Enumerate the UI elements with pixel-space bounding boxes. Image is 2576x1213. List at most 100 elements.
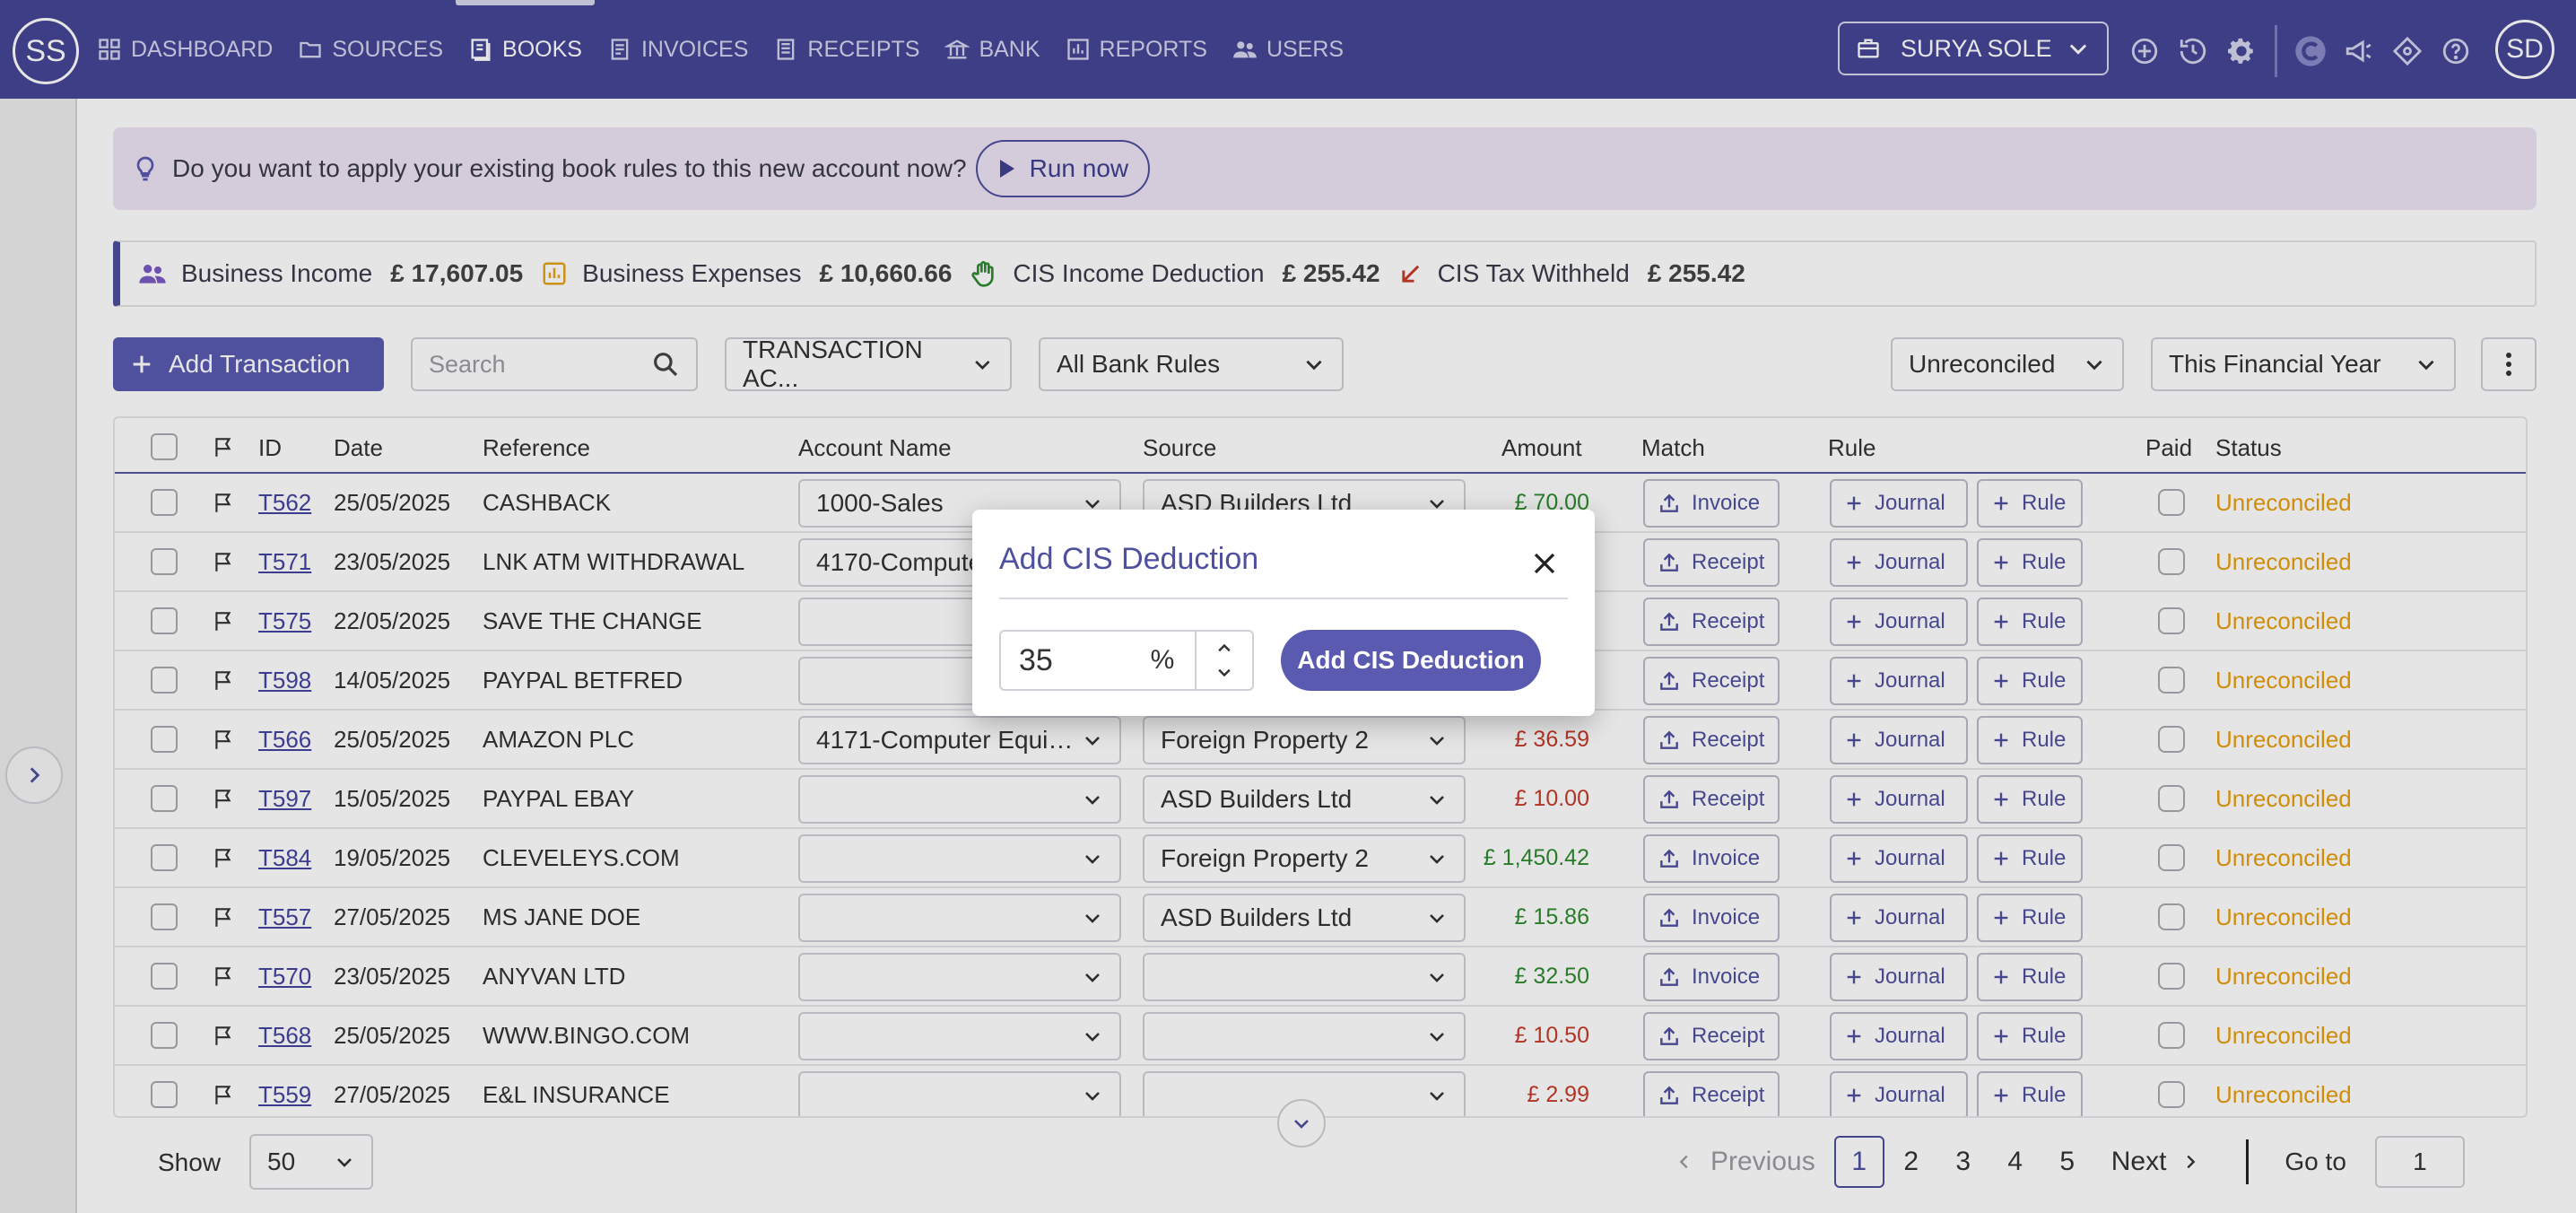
nav-receipts[interactable]: RECEIPTS bbox=[773, 0, 919, 99]
match-button[interactable]: Invoice bbox=[1643, 894, 1780, 942]
nav-sources[interactable]: SOURCES bbox=[298, 0, 443, 99]
rule-button[interactable]: Rule bbox=[1977, 953, 2083, 1001]
paid-checkbox[interactable] bbox=[2158, 489, 2185, 516]
journal-button[interactable]: Journal bbox=[1830, 657, 1968, 705]
row-flag-button[interactable] bbox=[212, 711, 235, 768]
source-select[interactable]: ASD Builders Ltd bbox=[1143, 775, 1466, 824]
row-flag-button[interactable] bbox=[212, 533, 235, 590]
transaction-id-link[interactable]: T568 bbox=[258, 1021, 312, 1049]
search-input[interactable] bbox=[429, 350, 651, 379]
table-row[interactable]: T568 25/05/2025 WWW.BINGO.COM £ 10.50 Receip… bbox=[115, 1007, 2526, 1066]
paid-checkbox[interactable] bbox=[2158, 607, 2185, 634]
rule-button[interactable]: Rule bbox=[1977, 894, 2083, 942]
paid-checkbox[interactable] bbox=[2158, 1022, 2185, 1049]
select-all-checkbox[interactable] bbox=[151, 433, 178, 460]
expand-sidebar-button[interactable] bbox=[5, 746, 63, 804]
match-button[interactable]: Receipt bbox=[1643, 538, 1780, 587]
status-filter-select[interactable]: Unreconciled bbox=[1891, 337, 2124, 391]
row-flag-button[interactable] bbox=[212, 888, 235, 946]
source-select[interactable]: ASD Builders Ltd bbox=[1143, 894, 1466, 942]
nav-users[interactable]: USERS bbox=[1232, 0, 1344, 99]
journal-button[interactable]: Journal bbox=[1830, 1071, 1968, 1116]
row-checkbox[interactable] bbox=[151, 963, 178, 990]
search-icon[interactable] bbox=[651, 350, 680, 379]
transaction-id-link[interactable]: T562 bbox=[258, 488, 312, 516]
match-button[interactable]: Invoice bbox=[1643, 834, 1780, 883]
add-cis-deduction-button[interactable]: Add CIS Deduction bbox=[1281, 630, 1541, 691]
paid-checkbox[interactable] bbox=[2158, 1081, 2185, 1108]
source-select[interactable]: Foreign Property 2 bbox=[1143, 834, 1466, 883]
transaction-id-link[interactable]: T566 bbox=[258, 725, 312, 753]
add-transaction-button[interactable]: Add Transaction bbox=[113, 337, 384, 391]
close-button[interactable] bbox=[1527, 545, 1562, 581]
rule-button[interactable]: Rule bbox=[1977, 1071, 2083, 1116]
page-button-1[interactable]: 1 bbox=[1833, 1136, 1884, 1188]
journal-button[interactable]: Journal bbox=[1830, 953, 1968, 1001]
decrement-icon[interactable] bbox=[1215, 666, 1233, 680]
row-flag-button[interactable] bbox=[212, 474, 235, 531]
rule-button[interactable]: Rule bbox=[1977, 479, 2083, 528]
match-button[interactable]: Invoice bbox=[1643, 479, 1780, 528]
next-page-button[interactable]: Next bbox=[2111, 1136, 2201, 1188]
match-button[interactable]: Receipt bbox=[1643, 598, 1780, 646]
rule-button[interactable]: Rule bbox=[1977, 834, 2083, 883]
row-flag-button[interactable] bbox=[212, 651, 235, 709]
journal-button[interactable]: Journal bbox=[1830, 775, 1968, 824]
table-row[interactable]: T597 15/05/2025 PAYPAL EBAY ASD Builders Lt… bbox=[115, 770, 2526, 829]
scroll-down-button[interactable] bbox=[1277, 1099, 1326, 1148]
row-checkbox[interactable] bbox=[151, 607, 178, 634]
rule-button[interactable]: Rule bbox=[1977, 775, 2083, 824]
nav-bank[interactable]: BANK bbox=[944, 0, 1040, 99]
transaction-id-link[interactable]: T598 bbox=[258, 666, 312, 694]
more-options-button[interactable] bbox=[2481, 337, 2537, 391]
account-name-select[interactable] bbox=[798, 953, 1121, 1001]
history-icon[interactable] bbox=[2169, 27, 2217, 75]
paid-checkbox[interactable] bbox=[2158, 667, 2185, 694]
puzzle-icon[interactable] bbox=[2383, 27, 2432, 75]
page-size-select[interactable]: 50 bbox=[249, 1134, 373, 1190]
nav-books[interactable]: BOOKS bbox=[456, 0, 595, 99]
paid-checkbox[interactable] bbox=[2158, 844, 2185, 871]
journal-button[interactable]: Journal bbox=[1830, 834, 1968, 883]
transaction-id-link[interactable]: T557 bbox=[258, 903, 312, 930]
help-icon[interactable] bbox=[2432, 27, 2480, 75]
column-header-status[interactable]: Status bbox=[2215, 434, 2282, 461]
paid-checkbox[interactable] bbox=[2158, 548, 2185, 575]
source-select[interactable] bbox=[1143, 1012, 1466, 1060]
row-checkbox[interactable] bbox=[151, 667, 178, 694]
journal-button[interactable]: Journal bbox=[1830, 1012, 1968, 1060]
search-box[interactable] bbox=[411, 337, 698, 391]
paid-checkbox[interactable] bbox=[2158, 963, 2185, 990]
journal-button[interactable]: Journal bbox=[1830, 598, 1968, 646]
brand-c-icon[interactable] bbox=[2286, 27, 2335, 75]
row-checkbox[interactable] bbox=[151, 726, 178, 753]
account-name-select[interactable] bbox=[798, 834, 1121, 883]
previous-page-button[interactable]: Previous bbox=[1675, 1136, 1815, 1188]
gear-icon[interactable] bbox=[2217, 27, 2266, 75]
row-checkbox[interactable] bbox=[151, 903, 178, 930]
row-flag-button[interactable] bbox=[212, 770, 235, 827]
row-checkbox[interactable] bbox=[151, 489, 178, 516]
page-button-3[interactable]: 3 bbox=[1955, 1147, 1971, 1176]
account-name-select[interactable] bbox=[798, 1012, 1121, 1060]
row-flag-button[interactable] bbox=[212, 947, 235, 1005]
rule-button[interactable]: Rule bbox=[1977, 598, 2083, 646]
period-filter-select[interactable]: This Financial Year bbox=[2151, 337, 2456, 391]
match-button[interactable]: Receipt bbox=[1643, 1012, 1780, 1060]
column-header-amount[interactable]: Amount bbox=[1501, 434, 1582, 461]
account-name-select[interactable] bbox=[798, 775, 1121, 824]
transaction-id-link[interactable]: T571 bbox=[258, 547, 312, 575]
match-button[interactable]: Receipt bbox=[1643, 775, 1780, 824]
match-button[interactable]: Invoice bbox=[1643, 953, 1780, 1001]
column-header-account-name[interactable]: Account Name bbox=[798, 434, 952, 461]
journal-button[interactable]: Journal bbox=[1830, 894, 1968, 942]
bank-rules-filter-select[interactable]: All Bank Rules bbox=[1039, 337, 1344, 391]
rule-button[interactable]: Rule bbox=[1977, 1012, 2083, 1060]
add-circle-icon[interactable] bbox=[2120, 27, 2169, 75]
row-flag-button[interactable] bbox=[212, 1066, 235, 1116]
row-checkbox[interactable] bbox=[151, 1022, 178, 1049]
transaction-id-link[interactable]: T575 bbox=[258, 606, 312, 634]
source-select[interactable] bbox=[1143, 953, 1466, 1001]
journal-button[interactable]: Journal bbox=[1830, 716, 1968, 764]
row-flag-button[interactable] bbox=[212, 1007, 235, 1064]
